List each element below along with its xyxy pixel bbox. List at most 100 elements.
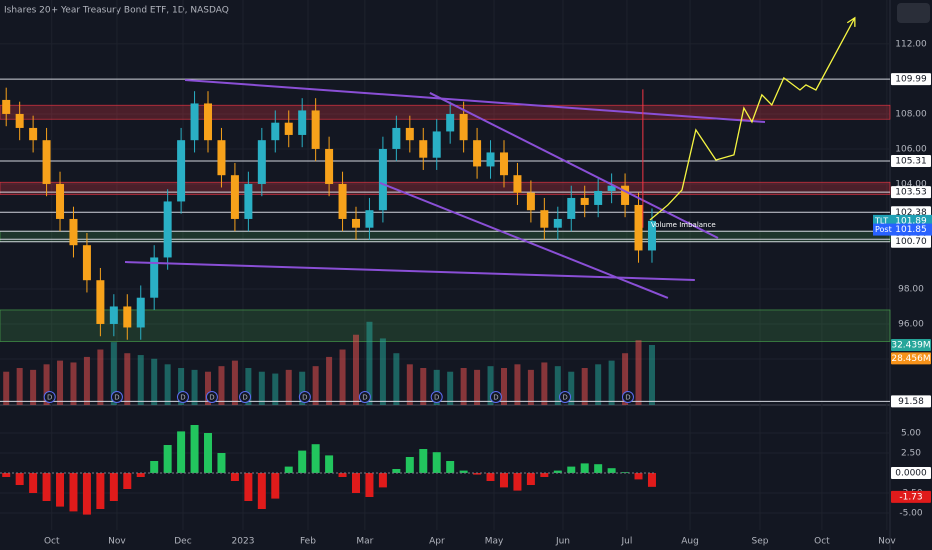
- candle-body: [2, 99, 11, 114]
- trendline: [429, 92, 719, 239]
- osc-bar: [567, 466, 576, 473]
- event-label: D: [493, 394, 498, 402]
- osc-bar: [15, 473, 24, 485]
- post-tag-value: 101.85: [895, 225, 927, 235]
- event-marker: [298, 391, 311, 403]
- osc-value-tag-box: [891, 490, 931, 503]
- candle-body: [82, 245, 91, 281]
- level-tag: 100.70: [891, 235, 931, 248]
- event-marker: [358, 391, 371, 403]
- level-tag-text: 105.31: [895, 157, 927, 167]
- zone: [0, 181, 891, 195]
- price-tag-symbol: TLT: [874, 216, 888, 225]
- osc-bar: [42, 473, 51, 501]
- volume-bar: [70, 362, 77, 405]
- osc-bar: [2, 473, 11, 477]
- candle-body: [594, 190, 603, 205]
- volume-tag-text: 32.439M: [891, 341, 930, 351]
- volume-bar: [178, 368, 185, 405]
- osc-bar: [311, 444, 320, 473]
- osc-bar: [540, 473, 549, 477]
- osc-bar: [486, 473, 495, 481]
- level-tag-box: [891, 186, 931, 199]
- volume-bar: [366, 321, 373, 405]
- x-tick-label: Aug: [681, 537, 699, 547]
- volume-bar: [231, 360, 238, 405]
- candle-body: [621, 185, 630, 205]
- level-tag-text: 100.70: [895, 237, 927, 247]
- candle-body: [473, 140, 482, 167]
- candle-body: [136, 297, 145, 328]
- volume-ma-tag-text: 28.456M: [891, 354, 930, 364]
- event-label: D: [180, 394, 185, 402]
- candle-body: [352, 218, 360, 228]
- candle-body: [284, 122, 293, 135]
- osc-bar: [150, 461, 159, 473]
- osc-tick-label: 5.00: [901, 429, 921, 439]
- candle-body: [29, 127, 38, 141]
- volume-bar: [124, 353, 131, 405]
- candle-body: [42, 140, 51, 184]
- osc-bar: [432, 452, 441, 473]
- volume-bar: [218, 366, 225, 405]
- y-tick-label: 96.00: [898, 319, 924, 329]
- osc-zero-tag-text: 0.0000: [895, 469, 927, 479]
- event-marker: [559, 391, 572, 403]
- candle-body: [392, 127, 401, 149]
- volume-bar: [339, 349, 346, 405]
- candle-body: [634, 204, 643, 251]
- volume-bar: [635, 340, 642, 405]
- arrow-head: [846, 16, 856, 27]
- volume-bar: [554, 366, 561, 405]
- candle-body: [96, 280, 105, 324]
- candle-body: [69, 218, 78, 246]
- candle-body: [499, 152, 508, 176]
- osc-bar: [634, 473, 643, 480]
- menu-button[interactable]: [897, 3, 930, 23]
- post-tag: Post 101.85: [873, 223, 932, 236]
- volume-bar: [299, 371, 306, 405]
- trendline: [124, 261, 695, 282]
- volume-bar: [527, 369, 534, 405]
- candle-body: [217, 140, 226, 176]
- osc-bar: [580, 463, 589, 473]
- osc-bar: [473, 473, 482, 475]
- osc-bar: [325, 455, 334, 473]
- osc-bar: [96, 473, 105, 509]
- candle-body: [580, 197, 589, 205]
- trendline: [184, 78, 766, 123]
- osc-bar: [419, 449, 428, 473]
- candle-body: [190, 103, 199, 141]
- candle-body: [647, 220, 656, 251]
- volume-bar: [595, 364, 602, 405]
- candle-body: [163, 201, 172, 258]
- event-label: D: [114, 394, 119, 402]
- volume-bar: [3, 371, 10, 405]
- volume-bar: [312, 366, 319, 405]
- event-marker: [239, 391, 252, 403]
- candle-body: [553, 218, 562, 228]
- level-tag: 105.31: [891, 155, 931, 168]
- osc-bar: [69, 473, 78, 512]
- volume-bar: [433, 369, 440, 405]
- volume-bar: [326, 356, 333, 405]
- x-tick-label: Jun: [555, 537, 570, 547]
- candle-body: [419, 140, 428, 158]
- volume-bar: [137, 355, 144, 405]
- event-marker: [205, 391, 218, 403]
- osc-bar: [365, 473, 374, 497]
- volume-bar: [43, 364, 50, 405]
- volume-bar: [16, 368, 23, 405]
- osc-bar: [594, 464, 603, 473]
- y-tick-label: 104.00: [895, 179, 927, 189]
- event-marker: [489, 391, 502, 403]
- osc-bar: [271, 473, 280, 499]
- y-tick-label: 108.00: [895, 109, 927, 119]
- event-marker: [176, 391, 189, 403]
- volume-bar: [379, 338, 386, 405]
- volume-bar: [487, 366, 494, 405]
- osc-bar: [647, 473, 656, 487]
- osc-bar: [513, 473, 522, 491]
- osc-zero-tag-box: [891, 467, 931, 479]
